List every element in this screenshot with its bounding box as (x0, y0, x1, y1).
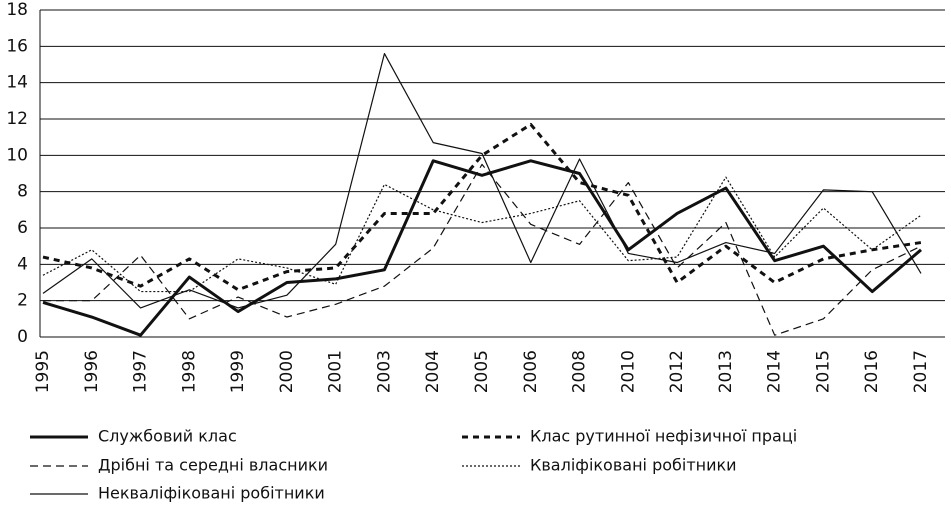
series-line (42, 122, 922, 292)
x-tick-label: 2017 (911, 350, 931, 393)
x-tick-label: 2015 (813, 350, 833, 393)
x-tick-label: 1997 (131, 350, 151, 393)
x-tick-label: 2006 (521, 350, 541, 393)
y-tick-label: 14 (6, 73, 28, 93)
x-tick-label: 2001 (326, 350, 346, 393)
x-tick-label: 2008 (570, 350, 590, 393)
x-tick-label: 2000 (277, 350, 297, 393)
x-tick-label: 2013 (716, 350, 736, 393)
x-tick-label: 2004 (423, 350, 443, 393)
y-tick-label: 16 (6, 36, 28, 56)
y-tick-label: 12 (6, 109, 28, 129)
legend-label: Некваліфіковані робітники (98, 484, 325, 503)
y-tick-label: 8 (17, 182, 28, 202)
x-tick-label: 2005 (472, 350, 492, 393)
y-tick-label: 6 (17, 218, 28, 238)
x-tick-label: 1995 (33, 350, 53, 393)
x-tick-label: 1998 (179, 350, 199, 393)
y-tick-label: 2 (17, 291, 28, 311)
series-line (42, 176, 922, 293)
x-tick-label: 1996 (82, 350, 102, 393)
x-tick-label: 2016 (862, 350, 882, 393)
x-tick-label: 2010 (618, 350, 638, 393)
y-tick-label: 0 (17, 327, 28, 347)
x-tick-label: 2014 (765, 350, 785, 393)
y-tick-label: 18 (6, 0, 28, 20)
legend-label: Службовий клас (98, 427, 237, 446)
x-tick-label: 2003 (374, 350, 394, 393)
legend-label: Кваліфіковані робітники (530, 456, 737, 475)
y-tick-label: 10 (6, 145, 28, 165)
series-line (42, 159, 922, 337)
x-tick-label: 1999 (228, 350, 248, 393)
x-tick-label: 2012 (667, 350, 687, 393)
y-tick-label: 4 (17, 254, 28, 274)
legend-label: Клас рутинної нефізичної праці (530, 427, 797, 446)
series-line (43, 163, 922, 336)
legend-label: Дрібні та середні власники (98, 456, 328, 475)
series-line (42, 53, 922, 309)
